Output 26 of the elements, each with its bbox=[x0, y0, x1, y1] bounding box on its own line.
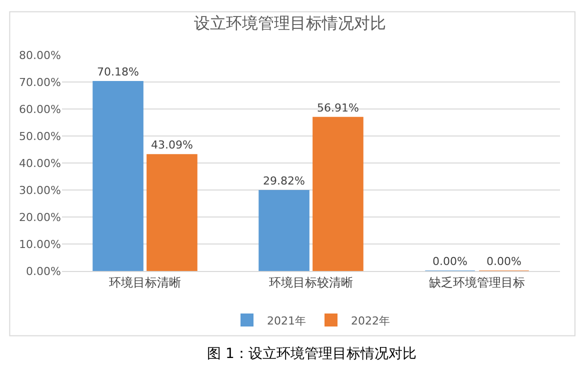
bar bbox=[312, 116, 364, 271]
data-label: 43.09% bbox=[151, 138, 193, 152]
legend-label: 2021年 bbox=[267, 314, 306, 328]
caption: 图 1：设立环境管理目标情况对比 bbox=[207, 346, 416, 362]
y-tick-label: 60.00% bbox=[19, 102, 61, 116]
legend-label: 2022年 bbox=[351, 314, 390, 328]
data-label: 56.91% bbox=[317, 101, 359, 114]
y-tick-label: 30.00% bbox=[19, 184, 61, 197]
data-label: 0.00% bbox=[486, 255, 522, 268]
data-label: 29.82% bbox=[263, 174, 306, 188]
bar bbox=[92, 81, 144, 271]
bar bbox=[258, 190, 310, 271]
x-tick-label: 环境目标清晰 bbox=[109, 275, 181, 290]
chart-title: 设立环境管理目标情况对比 bbox=[194, 13, 386, 32]
data-label: 70.18% bbox=[97, 66, 140, 79]
y-tick-label: 20.00% bbox=[19, 210, 61, 224]
y-tick-label: 50.00% bbox=[19, 130, 61, 143]
y-tick-label: 0.00% bbox=[26, 264, 61, 278]
y-tick-label: 10.00% bbox=[19, 238, 61, 251]
y-tick-label: 80.00% bbox=[19, 48, 61, 62]
x-tick-label: 缺乏环境管理目标 bbox=[429, 275, 525, 290]
bar bbox=[146, 154, 198, 271]
data-label: 0.00% bbox=[432, 255, 468, 268]
y-tick-label: 70.00% bbox=[19, 76, 61, 89]
x-tick-label: 环境目标较清晰 bbox=[269, 275, 353, 290]
y-tick-label: 40.00% bbox=[19, 156, 61, 170]
